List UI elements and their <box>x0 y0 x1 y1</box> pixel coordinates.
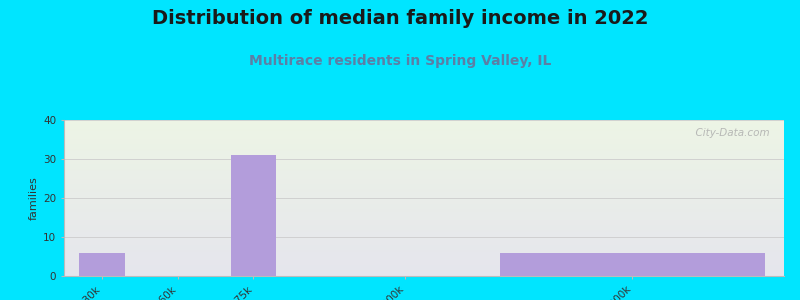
Y-axis label: families: families <box>29 176 39 220</box>
Bar <box>500 253 765 276</box>
Text: Multirace residents in Spring Valley, IL: Multirace residents in Spring Valley, IL <box>249 54 551 68</box>
Bar <box>230 155 276 276</box>
Text: City-Data.com: City-Data.com <box>689 128 770 138</box>
Text: Distribution of median family income in 2022: Distribution of median family income in … <box>152 9 648 28</box>
Bar <box>79 253 125 276</box>
